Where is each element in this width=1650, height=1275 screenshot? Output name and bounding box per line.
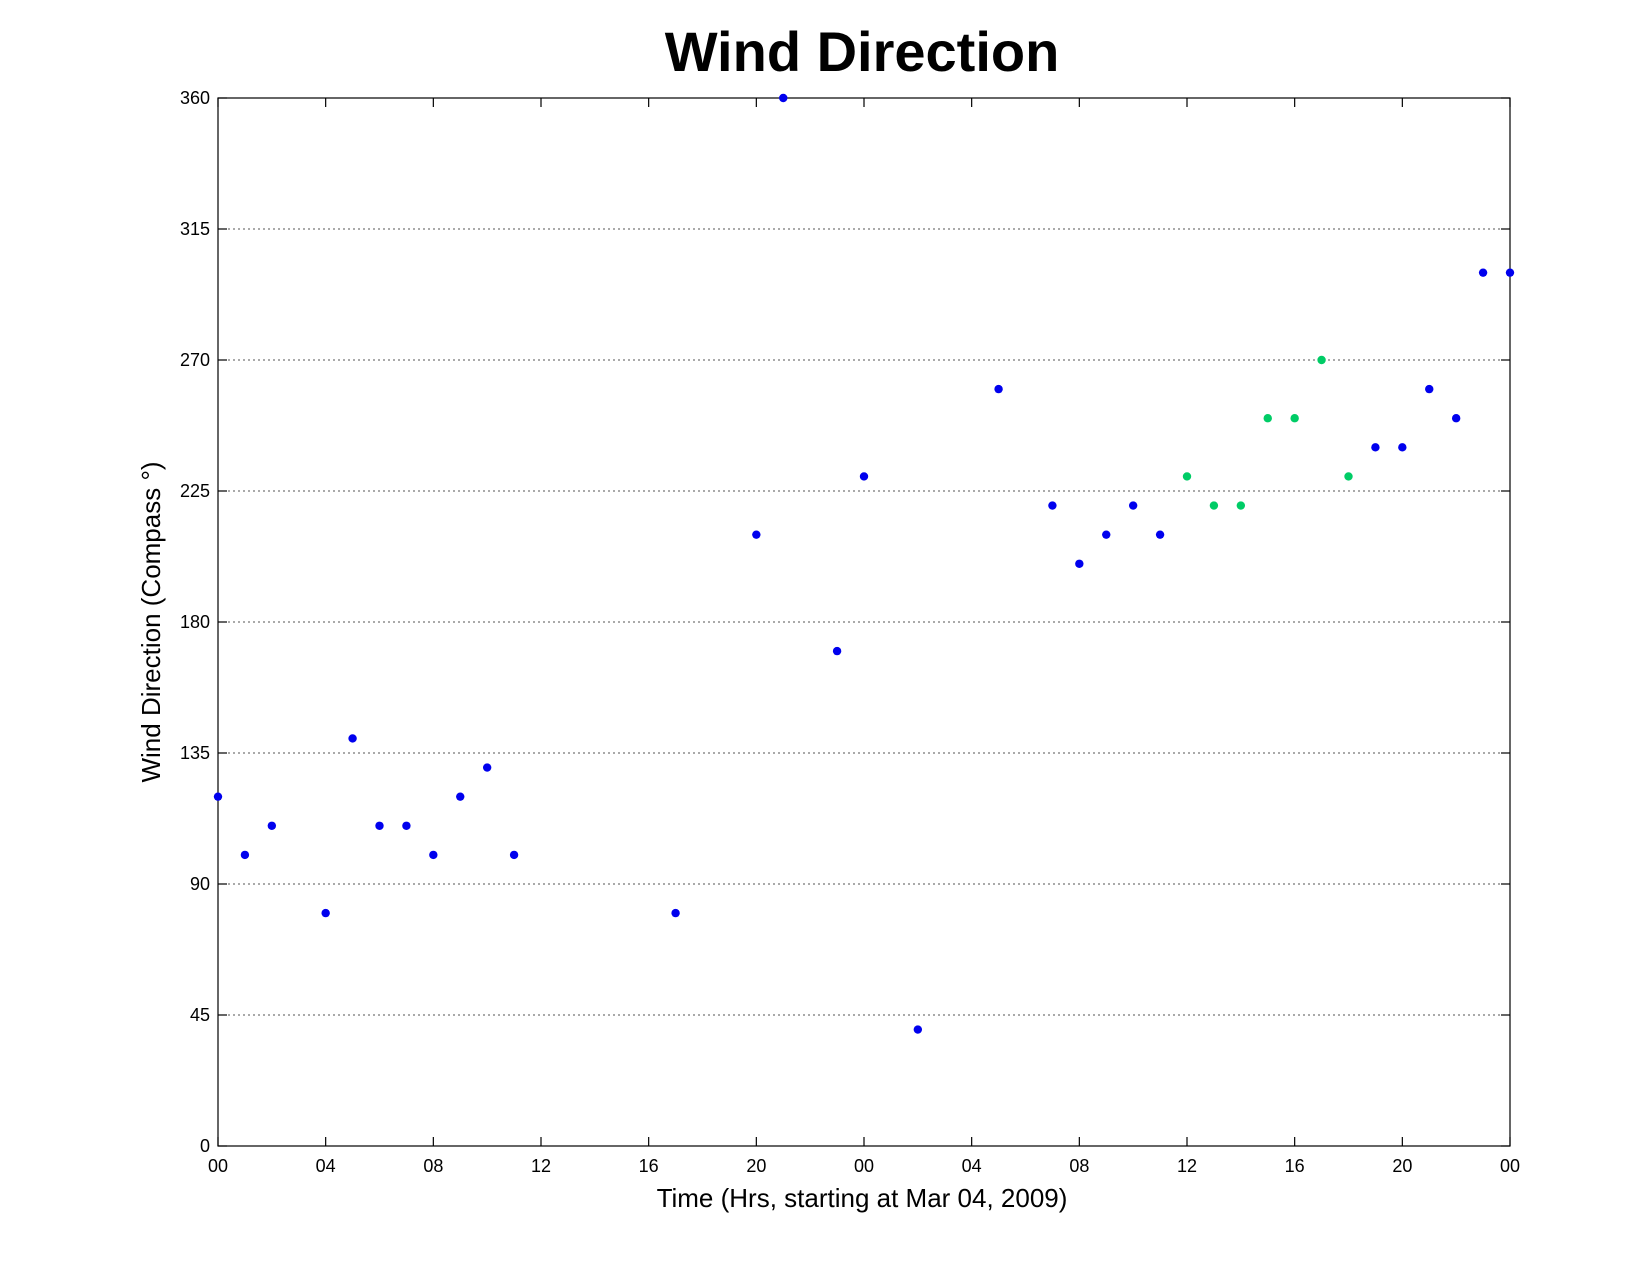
x-tick-label: 12 — [1177, 1156, 1197, 1176]
y-tick-label: 90 — [190, 874, 210, 894]
data-point-green — [1263, 414, 1272, 423]
chart-title: Wind Direction — [665, 20, 1060, 83]
data-point-blue — [994, 384, 1003, 394]
data-point-green — [1236, 501, 1246, 510]
y-tick-label: 225 — [180, 481, 210, 501]
y-tick-labels: 0 45 90 135 180 225 270 315 360 — [180, 88, 210, 1156]
x-tick-label: 00 — [208, 1156, 228, 1176]
x-tick-label: 12 — [531, 1156, 551, 1176]
x-tick-label: 20 — [1392, 1156, 1412, 1176]
data-point-blue — [348, 734, 357, 743]
data-point-blue — [1155, 530, 1165, 539]
data-point-green — [1209, 501, 1219, 510]
x-tick-label: 16 — [639, 1156, 659, 1176]
x-tick-label: 00 — [854, 1156, 874, 1176]
y-axis-label: Wind Direction (Compass °) — [136, 461, 166, 782]
data-point-blue — [1425, 384, 1434, 394]
data-point-blue — [267, 821, 277, 830]
data-point-green — [1182, 472, 1192, 481]
x-tick-label: 00 — [1500, 1156, 1520, 1176]
x-tick-label: 16 — [1285, 1156, 1305, 1176]
data-point-blue — [913, 1025, 923, 1034]
x-tick-label: 08 — [1069, 1156, 1089, 1176]
axis-ticks — [217, 97, 1511, 1147]
y-tick-label: 360 — [180, 88, 210, 108]
data-point-blue — [752, 530, 761, 539]
data-point-green — [1344, 472, 1353, 481]
x-tick-label: 20 — [746, 1156, 766, 1176]
x-tick-label: 04 — [962, 1156, 982, 1176]
data-point-blue — [509, 850, 519, 860]
data-point-blue — [1102, 530, 1111, 539]
y-tick-label: 180 — [180, 612, 210, 632]
data-point-blue — [1128, 501, 1138, 510]
x-tick-labels: 00 04 08 12 16 20 00 04 08 12 16 20 00 — [208, 1156, 1520, 1176]
data-point-blue — [1505, 268, 1515, 277]
data-point-blue — [213, 792, 223, 801]
x-tick-label: 04 — [316, 1156, 336, 1176]
data-points — [213, 93, 1515, 1034]
data-point-blue — [779, 93, 788, 103]
data-point-blue — [832, 646, 842, 656]
y-tick-label: 135 — [180, 743, 210, 763]
data-point-blue — [375, 821, 384, 830]
data-point-blue — [1478, 268, 1488, 277]
data-point-blue — [859, 472, 869, 481]
y-tick-label: 45 — [190, 1005, 210, 1025]
x-tick-label: 08 — [423, 1156, 443, 1176]
data-point-blue — [482, 763, 492, 772]
data-point-green — [1290, 414, 1299, 423]
y-tick-label: 315 — [180, 219, 210, 239]
data-point-blue — [671, 908, 680, 918]
y-tick-label: 270 — [180, 350, 210, 370]
data-point-green — [1317, 355, 1326, 365]
gridlines — [218, 228, 1510, 1016]
data-point-blue — [1048, 501, 1057, 510]
data-point-blue — [321, 908, 330, 918]
y-tick-label: 0 — [200, 1136, 210, 1156]
data-point-blue — [1398, 443, 1407, 452]
data-point-blue — [429, 850, 438, 860]
data-point-blue — [1075, 559, 1084, 568]
data-point-blue — [240, 850, 250, 860]
data-point-blue — [402, 821, 411, 830]
data-point-blue — [456, 792, 465, 801]
data-point-blue — [1451, 414, 1461, 423]
data-point-blue — [1371, 443, 1380, 452]
x-axis-label: Time (Hrs, starting at Mar 04, 2009) — [657, 1183, 1068, 1213]
